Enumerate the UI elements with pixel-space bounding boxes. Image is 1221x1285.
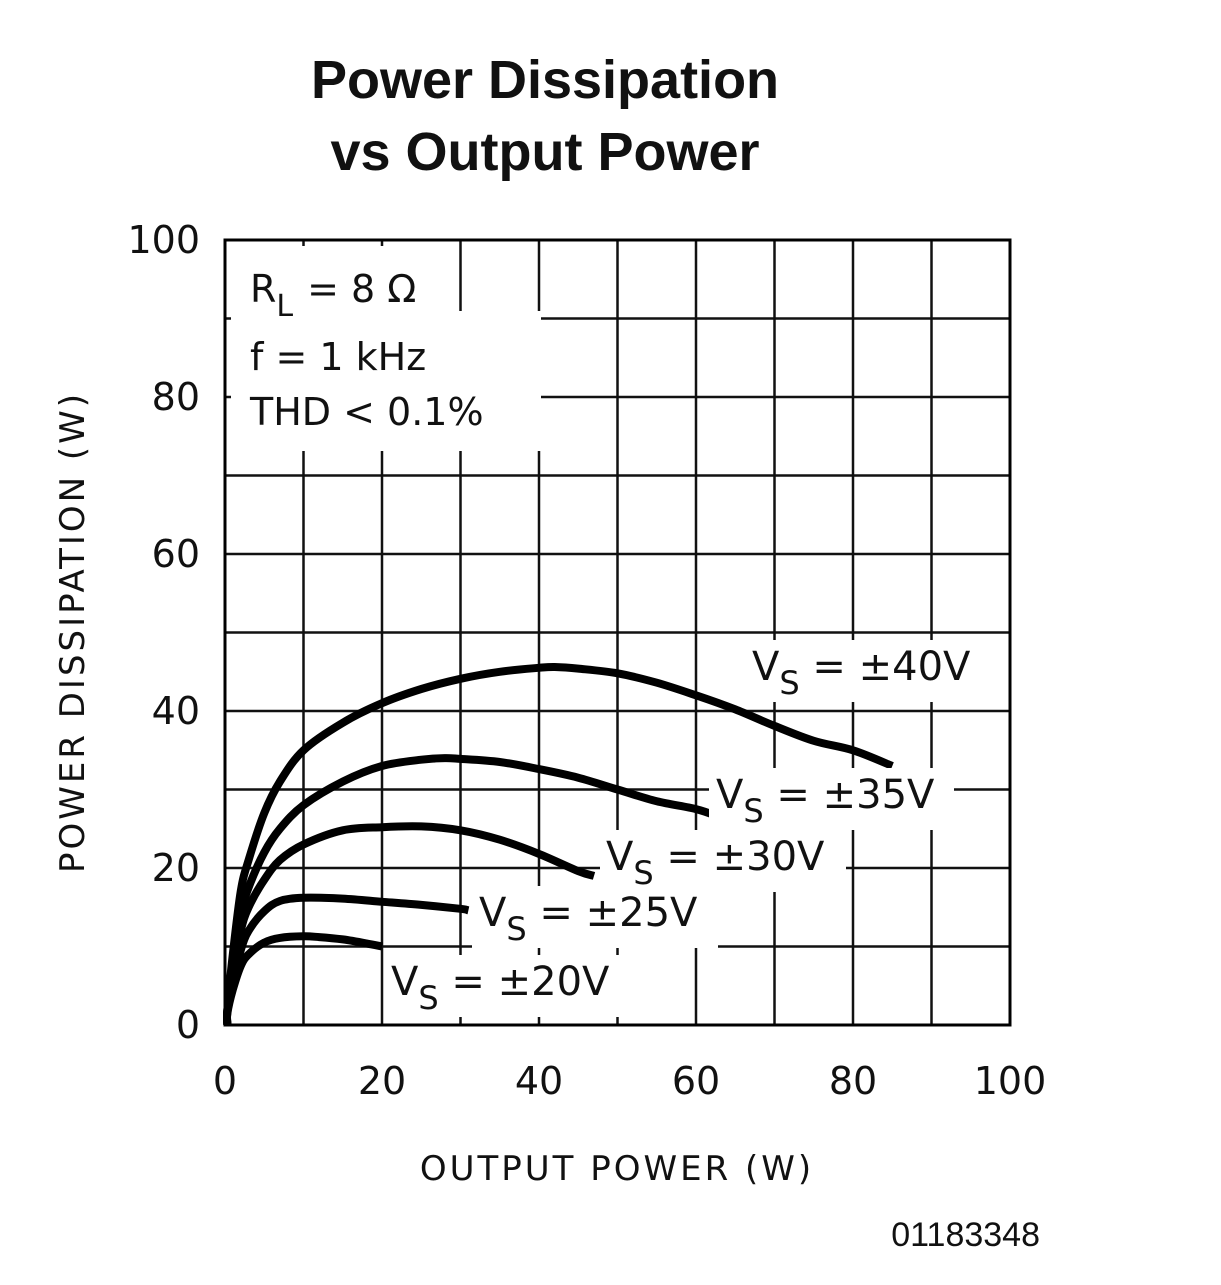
series-layer <box>222 662 894 1026</box>
series-label-background <box>745 640 995 702</box>
series-label-value: = ±35V <box>764 772 935 818</box>
y-tick-label: 60 <box>152 532 200 576</box>
y-axis-title: POWER DISSIPATION (W) <box>53 391 93 873</box>
series-label-value: = ±20V <box>439 959 610 1005</box>
x-tick-label: 40 <box>515 1059 563 1103</box>
conditions-annotation: RL = 8 Ω f = 1 kHz THD < 0.1% <box>231 246 541 451</box>
series-label-subscript: S <box>633 854 653 892</box>
plot-frame <box>223 238 1012 1027</box>
chart-title-line-2: vs Output Power <box>330 122 759 182</box>
frequency-label: f = 1 kHz <box>250 335 426 379</box>
y-tick-label: 100 <box>127 218 200 262</box>
series-label-1: VS = ±35V <box>716 772 935 830</box>
y-tick-label: 0 <box>176 1003 200 1047</box>
x-tick-label: 100 <box>974 1059 1047 1103</box>
series-label-main: V <box>391 959 419 1005</box>
x-tick-label: 60 <box>672 1059 720 1103</box>
series-label-2: VS = ±30V <box>606 834 825 892</box>
load-resistance-label: RL = 8 Ω <box>250 267 416 324</box>
y-tick-label: 20 <box>152 846 200 890</box>
chart-title-line-1: Power Dissipation <box>311 50 779 110</box>
series-label-background <box>472 886 718 948</box>
series-label-4: VS = ±20V <box>391 959 610 1017</box>
series-line-0 <box>222 662 894 1026</box>
x-tick-label: 20 <box>358 1059 406 1103</box>
series-label-subscript: S <box>506 910 526 948</box>
y-tick-label: 80 <box>152 375 200 419</box>
load-subscript: L <box>276 289 293 324</box>
load-symbol: R <box>250 267 276 311</box>
series-label-main: V <box>479 890 507 936</box>
series-label-background <box>600 830 846 892</box>
series-line-1 <box>222 754 721 1026</box>
series-label-value: = ±30V <box>654 834 825 880</box>
series-label-background <box>709 768 954 830</box>
series-label-3: VS = ±25V <box>479 890 698 948</box>
x-axis-title: OUTPUT POWER (W) <box>420 1149 814 1189</box>
x-tick-label: 80 <box>829 1059 877 1103</box>
grid <box>225 240 1010 1025</box>
load-value: = 8 Ω <box>307 267 416 311</box>
series-line-2 <box>222 822 596 1026</box>
series-label-background <box>385 955 631 1017</box>
series-label-main: V <box>716 772 744 818</box>
series-label-subscript: S <box>743 792 763 830</box>
figure-id: 01183348 <box>891 1216 1040 1254</box>
series-label-subscript: S <box>779 664 799 702</box>
series-label-main: V <box>606 834 634 880</box>
annotation-background <box>231 311 541 451</box>
chart-title: Power Dissipation vs Output Power <box>311 50 779 182</box>
series-label-value: = ±25V <box>527 890 698 936</box>
y-tick-label: 40 <box>152 689 200 733</box>
annotation-background <box>231 246 456 311</box>
series-line-4 <box>222 932 383 1026</box>
axes: 0 20 40 60 80 100 0 20 40 60 80 100 OUTPUT POWER (W)… <box>53 218 1046 1189</box>
series-label-subscript: S <box>418 979 438 1017</box>
thd-label: THD < 0.1% <box>249 390 484 434</box>
series-label-main: V <box>752 644 780 690</box>
series-label-0: VS = ±40V <box>752 644 971 702</box>
series-label-value: = ±40V <box>800 644 971 690</box>
x-tick-label: 0 <box>213 1059 237 1103</box>
